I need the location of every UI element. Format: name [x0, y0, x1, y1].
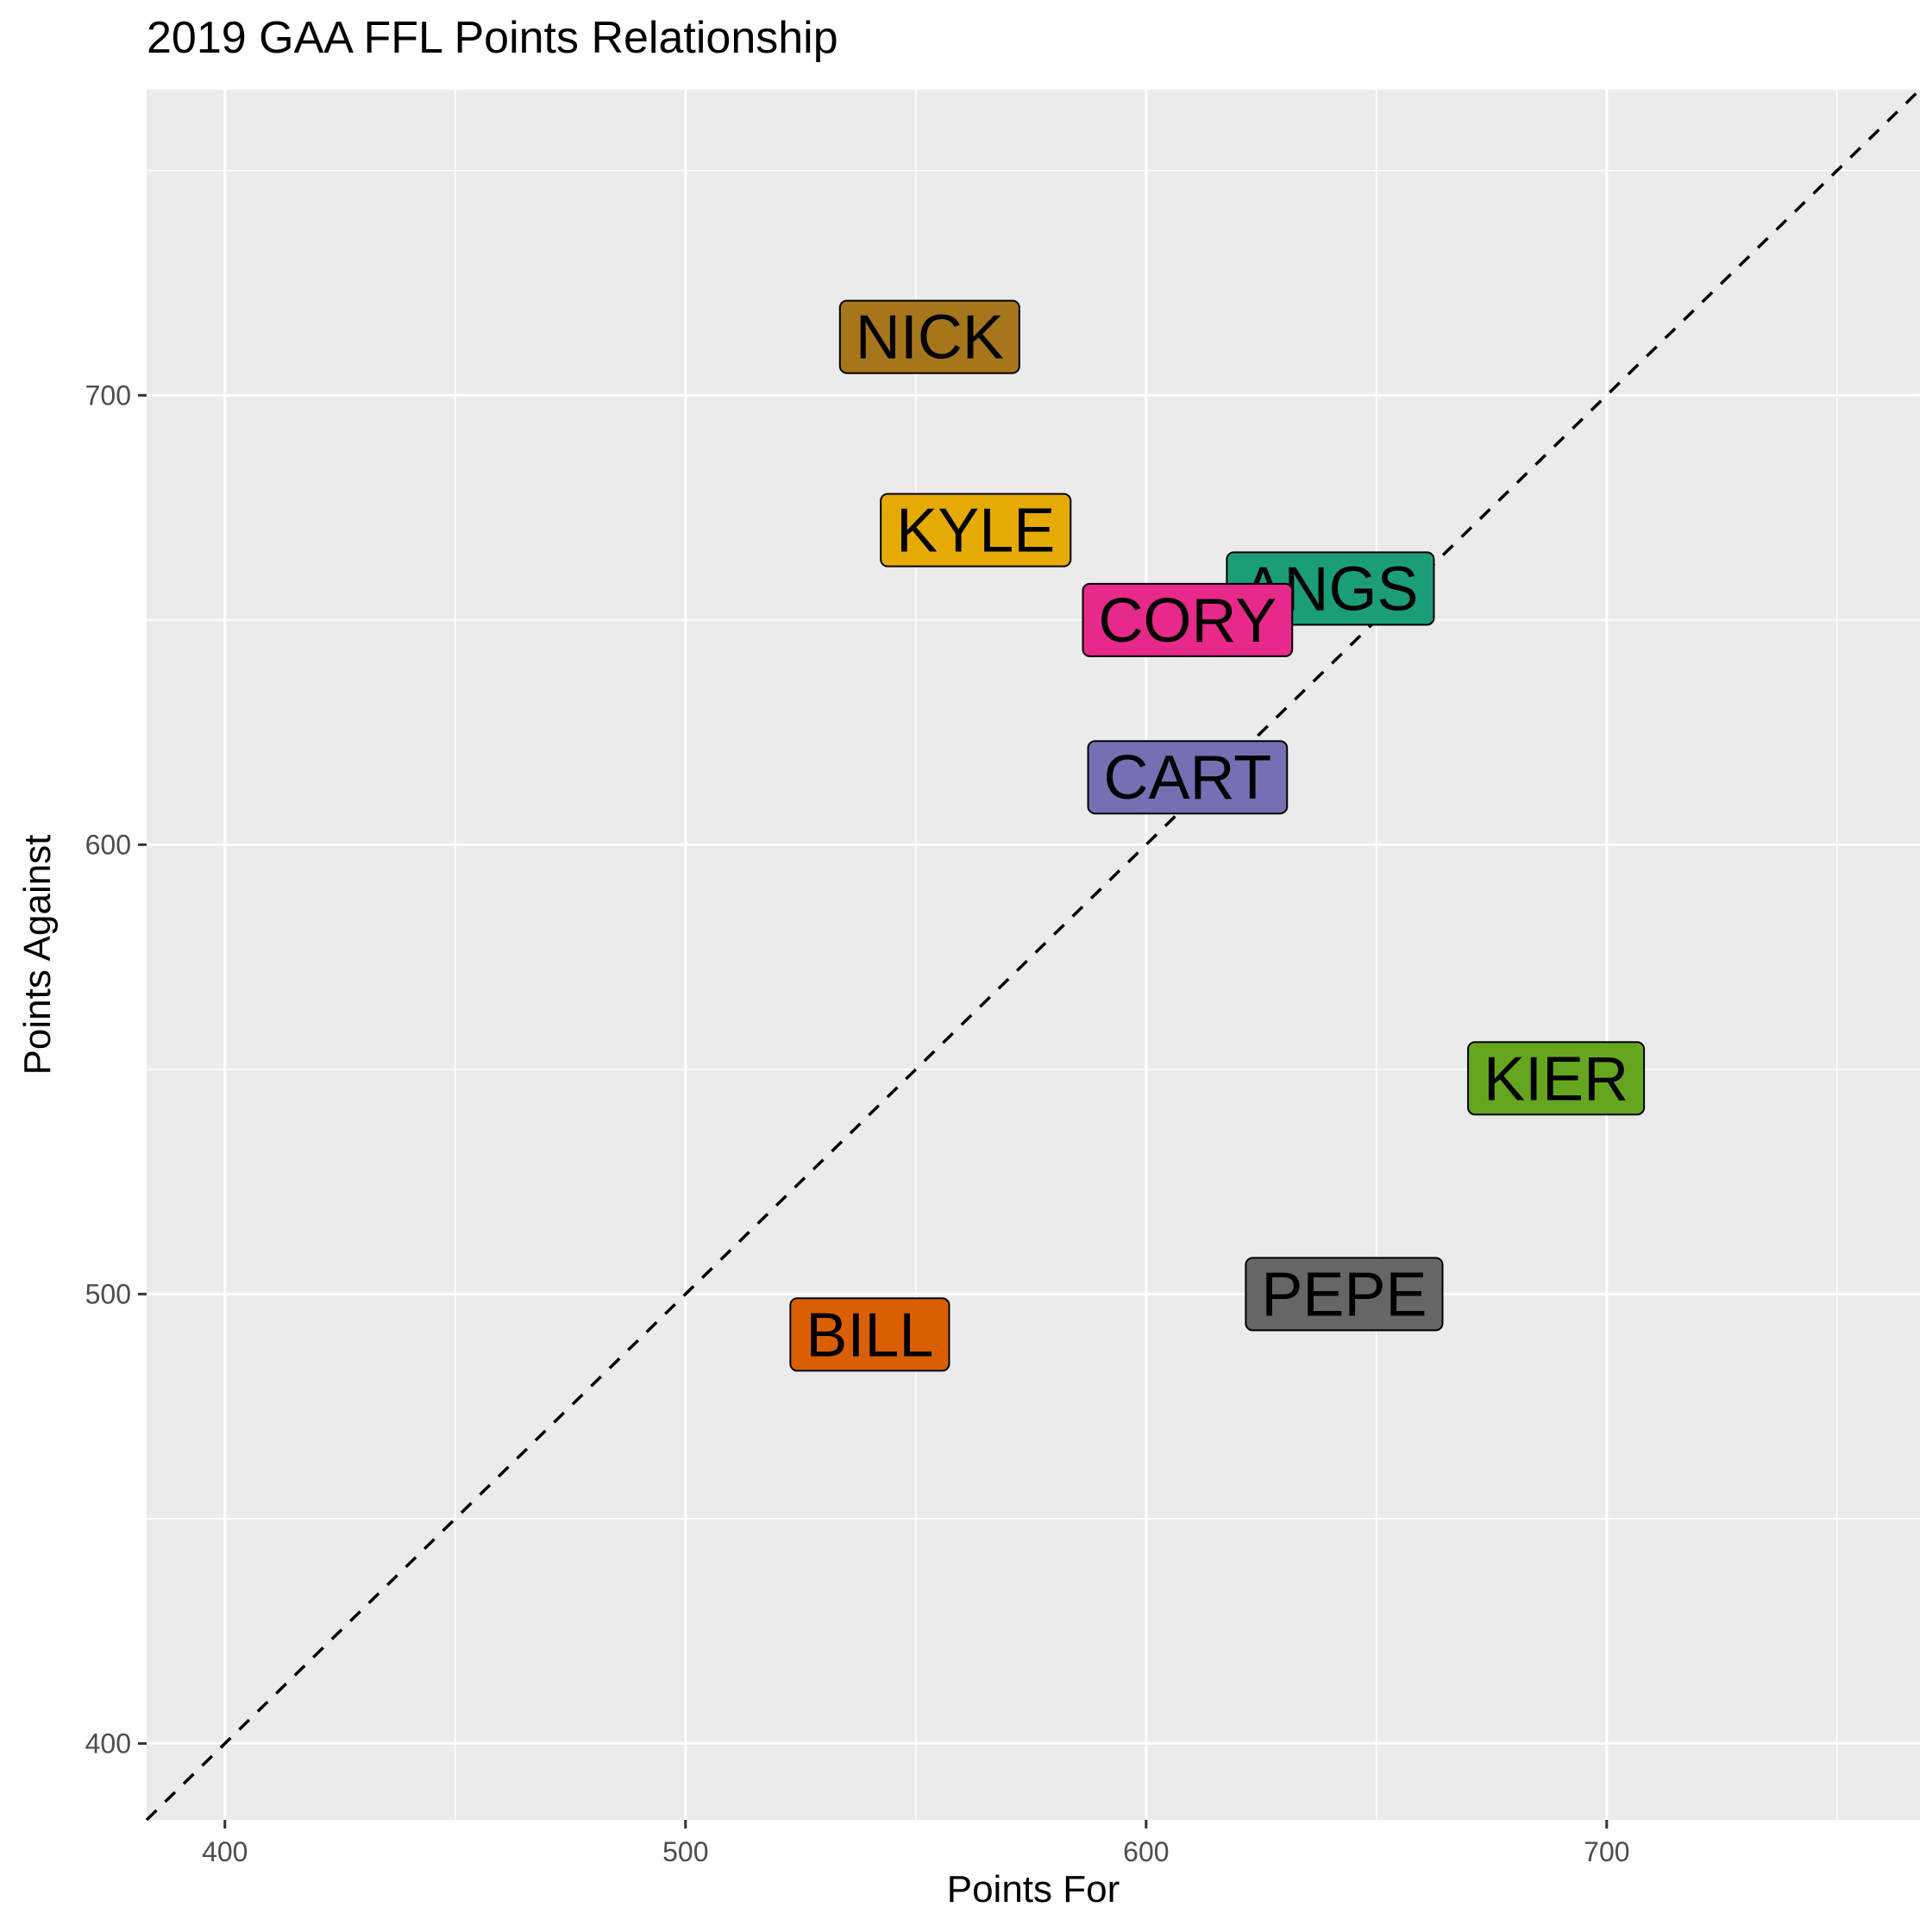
point-label-cart: CART	[1087, 740, 1289, 815]
x-tick-label: 700	[1584, 1836, 1629, 1867]
major-gridlines	[147, 90, 1920, 1820]
point-label-text: PEPE	[1261, 1260, 1427, 1329]
point-label-text: CORY	[1099, 586, 1277, 656]
y-tick-label: 500	[85, 1278, 131, 1309]
point-label-box	[1087, 740, 1289, 815]
point-label-bill: BILL	[789, 1297, 950, 1372]
point-label-kyle: KYLE	[880, 492, 1072, 568]
point-label-box	[1082, 582, 1294, 657]
y-axis-ticks: 400 500 600 700	[85, 380, 147, 1759]
point-label-box	[880, 492, 1072, 568]
chart-title: 2019 GAA FFL Points Relationship	[147, 13, 838, 63]
x-tick-label: 500	[662, 1836, 708, 1867]
point-label-cory: CORY	[1082, 582, 1294, 657]
point-label-text: NICK	[856, 304, 1004, 373]
plot-panel	[147, 90, 1920, 1820]
point-label-nick: NICK	[838, 299, 1020, 374]
point-label-box	[1245, 1257, 1444, 1332]
x-tick-label: 600	[1123, 1836, 1169, 1867]
point-label-text: CART	[1104, 743, 1272, 812]
y-tick-label: 600	[85, 829, 131, 860]
point-label-text: KYLE	[896, 497, 1055, 566]
point-label-box	[1467, 1041, 1646, 1116]
point-label-text: BILL	[806, 1301, 933, 1370]
y-tick-label: 700	[85, 380, 131, 411]
point-label-box	[789, 1297, 950, 1372]
minor-gridlines	[147, 90, 1920, 1820]
point-label-text: KIER	[1484, 1044, 1628, 1113]
x-axis-title: Points For	[947, 1868, 1120, 1910]
x-axis-ticks: 400 500 600 700	[202, 1820, 1630, 1867]
x-tick-label: 400	[202, 1836, 248, 1867]
point-label-box	[838, 299, 1020, 374]
point-label-kier: KIER	[1467, 1041, 1646, 1116]
y-axis-title: Points Against	[16, 835, 59, 1076]
point-label-pepe: PEPE	[1245, 1257, 1444, 1332]
y-tick-label: 400	[85, 1728, 131, 1759]
